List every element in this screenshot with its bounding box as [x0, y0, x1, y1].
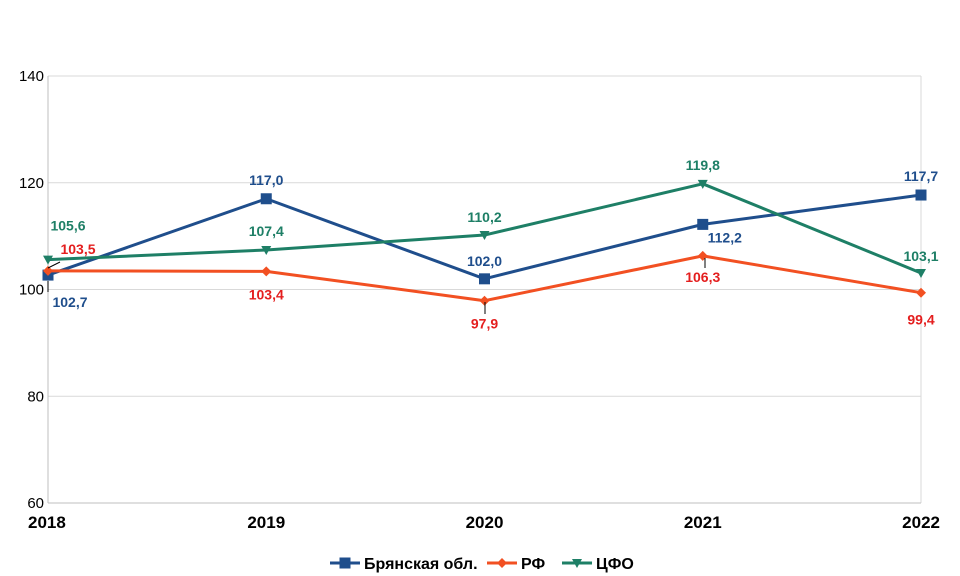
data-point-triangle — [261, 246, 272, 256]
data-label: 103,4 — [249, 286, 284, 302]
x-tick-label: 2019 — [247, 513, 285, 532]
data-point-diamond — [916, 287, 926, 298]
series-2 — [43, 179, 926, 278]
data-point-triangle — [43, 255, 53, 265]
data-label: 102,7 — [52, 294, 87, 310]
data-label: 97,9 — [471, 316, 498, 332]
legend-label: Брянская обл. — [364, 556, 478, 573]
y-tick-label: 140 — [19, 68, 44, 85]
data-label: 103,1 — [903, 248, 938, 264]
data-point-diamond — [479, 295, 490, 306]
data-label: 106,3 — [685, 269, 720, 285]
x-tick-label: 2020 — [466, 513, 504, 532]
data-label: 99,4 — [907, 312, 934, 328]
data-label: 107,4 — [249, 223, 284, 239]
x-tick-label: 2018 — [28, 513, 66, 532]
data-point-square — [479, 273, 490, 285]
data-label: 102,0 — [467, 253, 502, 269]
data-point-triangle — [479, 231, 490, 241]
legend-label: РФ — [521, 556, 545, 573]
data-point-square — [260, 193, 272, 205]
data-point-diamond — [697, 250, 708, 261]
grid-lines — [48, 75, 922, 504]
data-label: 103,5 — [60, 241, 95, 257]
data-label: 117,0 — [249, 172, 283, 188]
data-label: 119,8 — [686, 157, 720, 173]
axes: 60 80 100 120 140 2018 2019 2020 2021 2022 — [19, 68, 940, 532]
data-point-diamond — [261, 266, 272, 277]
legend-item: Брянская обл. — [330, 556, 478, 573]
y-tick-label: 60 — [27, 495, 44, 512]
legend: Брянская обл. РФ ЦФО — [330, 556, 634, 573]
data-point-diamond — [43, 265, 53, 276]
data-label: 105,6 — [50, 218, 85, 234]
data-point-triangle — [572, 559, 582, 568]
legend-item: РФ — [487, 556, 545, 573]
y-tick-label: 100 — [19, 282, 44, 299]
x-tick-label: 2022 — [902, 513, 940, 532]
data-point-diamond — [497, 558, 507, 568]
y-tick-label: 120 — [19, 175, 44, 192]
data-point-triangle — [916, 268, 926, 278]
legend-label: ЦФО — [596, 556, 634, 573]
data-label: 117,7 — [904, 168, 938, 184]
y-tick-label: 80 — [27, 388, 44, 405]
legend-item: ЦФО — [562, 556, 634, 573]
data-label: 112,2 — [708, 229, 742, 245]
leader-line — [47, 261, 61, 269]
data-point-square — [697, 218, 709, 230]
data-point-square — [915, 189, 927, 201]
series-lines — [42, 179, 927, 306]
data-labels: 102,7 117,0 102,0 112,2 117,7 103,5 103,4 97,9 1… — [47, 157, 939, 332]
x-tick-label: 2021 — [684, 513, 722, 532]
data-label: 110,2 — [467, 209, 501, 225]
data-point-triangle — [697, 179, 708, 189]
data-point-square — [339, 557, 351, 569]
series-1 — [43, 250, 926, 306]
